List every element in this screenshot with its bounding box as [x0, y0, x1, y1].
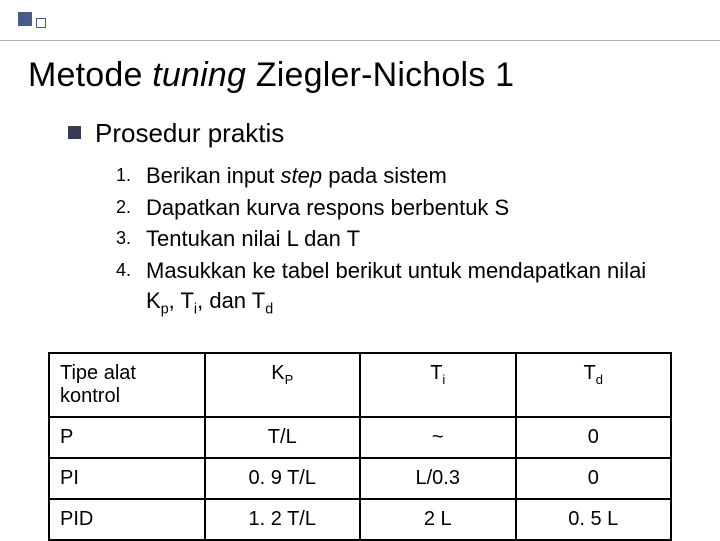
list-number: 4.: [116, 256, 138, 319]
decor-square-outline: [36, 18, 46, 28]
list-number: 1.: [116, 161, 138, 191]
decor-square-filled: [18, 12, 32, 26]
cell: PID: [49, 499, 205, 540]
table: Tipe alat kontrol KP Ti Td P T/L ~ 0 PI …: [48, 352, 672, 541]
slide-body: Prosedur praktis 1. Berikan input step p…: [68, 118, 680, 321]
list-number: 3.: [116, 224, 138, 254]
cell: 0. 5 L: [516, 499, 672, 540]
title-post: Ziegler-Nichols 1: [246, 56, 514, 94]
ordered-list: 1. Berikan input step pada sistem 2. Dap…: [116, 161, 680, 319]
list-text: Dapatkan kurva respons berbentuk S: [146, 193, 509, 223]
k-sub: p: [161, 288, 169, 313]
list-item: 2. Dapatkan kurva respons berbentuk S: [116, 193, 680, 223]
cell: 0: [516, 417, 672, 458]
slide-title: Metode tuning Ziegler-Nichols 1: [28, 56, 514, 95]
list-text: Berikan input step pada sistem: [146, 161, 447, 191]
table-row: PID 1. 2 T/L 2 L 0. 5 L: [49, 499, 671, 540]
list-item: 3. Tentukan nilai L dan T: [116, 224, 680, 254]
slide: Metode tuning Ziegler-Nichols 1 Prosedur…: [0, 0, 720, 540]
bullet-square-icon: [68, 126, 81, 139]
cell: 1. 2 T/L: [205, 499, 361, 540]
col-header-type: Tipe alat kontrol: [49, 353, 205, 417]
list-number: 2.: [116, 193, 138, 223]
table-row: PI 0. 9 T/L L/0.3 0: [49, 458, 671, 499]
col-header-td: Td: [516, 353, 672, 417]
list-text: Masukkan ke tabel berikut untuk mendapat…: [146, 256, 680, 319]
list-text: Tentukan nilai L dan T: [146, 224, 360, 254]
cell: P: [49, 417, 205, 458]
subtitle-text: Prosedur praktis: [95, 118, 284, 149]
cell: 2 L: [360, 499, 516, 540]
table-header-row: Tipe alat kontrol KP Ti Td: [49, 353, 671, 417]
title-italic: tuning: [152, 56, 246, 94]
col-header-ti: Ti: [360, 353, 516, 417]
cell: L/0.3: [360, 458, 516, 499]
cell: PI: [49, 458, 205, 499]
col-header-kp: KP: [205, 353, 361, 417]
list-item: 4. Masukkan ke tabel berikut untuk menda…: [116, 256, 680, 319]
table-row: P T/L ~ 0: [49, 417, 671, 458]
subtitle-row: Prosedur praktis: [68, 118, 680, 149]
cell: 0: [516, 458, 672, 499]
decor-horizontal-line: [0, 40, 720, 41]
cell: 0. 9 T/L: [205, 458, 361, 499]
list-item: 1. Berikan input step pada sistem: [116, 161, 680, 191]
cell: T/L: [205, 417, 361, 458]
title-pre: Metode: [28, 56, 152, 94]
tuning-table: Tipe alat kontrol KP Ti Td P T/L ~ 0 PI …: [48, 352, 672, 541]
cell: ~: [360, 417, 516, 458]
